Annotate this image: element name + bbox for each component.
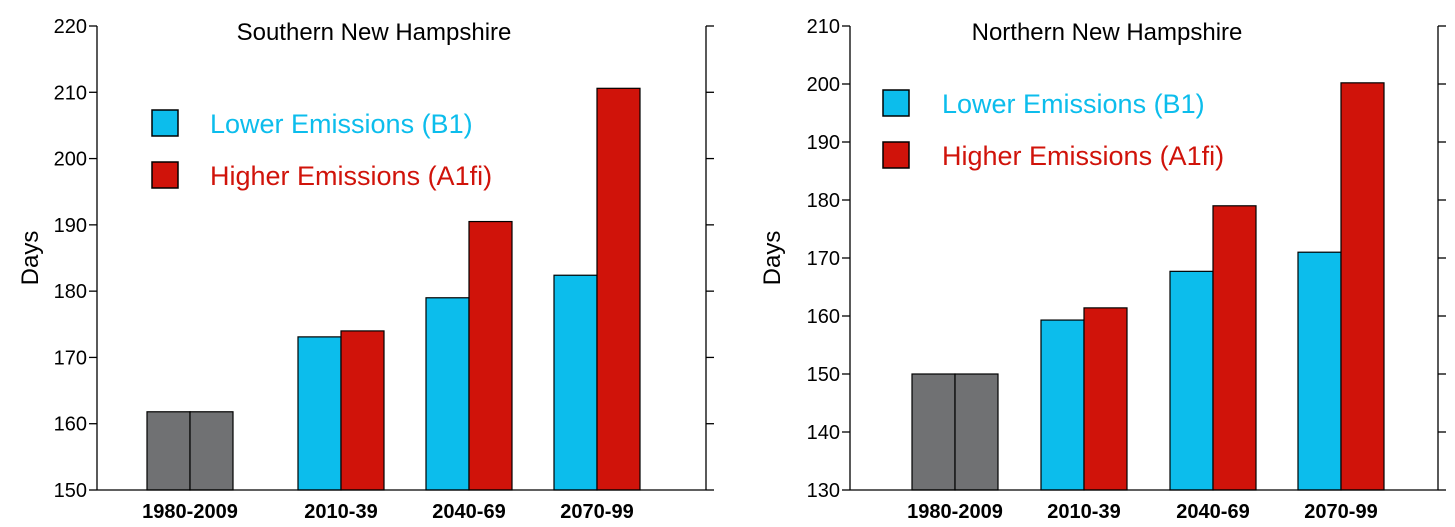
legend-swatch <box>882 89 910 117</box>
y-tick-label: 200 <box>807 74 840 96</box>
category-label: 2040-69 <box>432 501 505 523</box>
bar-higher-1980-2009 <box>954 373 999 491</box>
legend-entry: Lower Emissions (B1) <box>942 89 1205 119</box>
category-label: 1980-2009 <box>907 501 1003 523</box>
y-tick-label: 150 <box>54 480 87 502</box>
category-label: 2010-39 <box>1047 501 1120 523</box>
bar-higher-2040-69 <box>1212 205 1257 491</box>
y-tick-label: 170 <box>54 347 87 369</box>
y-tick-label: 180 <box>807 190 840 212</box>
y-tick-label: 190 <box>807 132 840 154</box>
y-tick-label: 180 <box>54 281 87 303</box>
bar-lower-1980-2009 <box>911 373 956 491</box>
category-label: 2070-99 <box>1304 501 1377 523</box>
bar-lower-2040-69 <box>1169 270 1214 491</box>
category-label: 2070-99 <box>560 501 633 523</box>
y-tick-label: 170 <box>807 248 840 270</box>
y-tick-label: 190 <box>54 215 87 237</box>
category-label: 1980-2009 <box>142 501 238 523</box>
y-tick-label: 150 <box>807 364 840 386</box>
bar-higher-1980-2009 <box>189 411 234 491</box>
y-tick-label: 220 <box>54 16 87 38</box>
y-tick-label: 160 <box>54 414 87 436</box>
bar-higher-2040-69 <box>468 220 513 491</box>
legend-entry: Lower Emissions (B1) <box>210 109 473 139</box>
bar-higher-2010-39 <box>1083 307 1128 491</box>
category-label: 2010-39 <box>304 501 377 523</box>
y-tick-label: 200 <box>54 149 87 171</box>
y-tick-label: 130 <box>807 480 840 502</box>
legend-swatch <box>882 141 910 169</box>
category-label: 2040-69 <box>1176 501 1249 523</box>
y-tick-label: 160 <box>807 306 840 328</box>
y-tick-label: 210 <box>807 16 840 38</box>
y-tick-label: 210 <box>54 82 87 104</box>
legend-entry: Higher Emissions (A1fi) <box>942 141 1224 171</box>
y-tick-label: 140 <box>807 422 840 444</box>
legend-swatch <box>151 161 179 189</box>
chart-title: Northern New Hampshire <box>972 19 1243 46</box>
bar-lower-2010-39 <box>1040 319 1085 491</box>
bar-higher-2070-99 <box>596 87 641 491</box>
y-axis-label: Days <box>759 231 786 286</box>
legend-swatch <box>151 109 179 137</box>
bar-lower-1980-2009 <box>146 411 191 491</box>
chart-title: Southern New Hampshire <box>237 19 512 46</box>
y-axis-label: Days <box>17 231 44 286</box>
bar-higher-2070-99 <box>1340 82 1385 491</box>
bar-lower-2010-39 <box>297 336 342 491</box>
bar-lower-2040-69 <box>425 297 470 491</box>
bar-lower-2070-99 <box>553 274 598 491</box>
bar-higher-2010-39 <box>340 330 385 491</box>
legend-entry: Higher Emissions (A1fi) <box>210 161 492 191</box>
bar-lower-2070-99 <box>1297 251 1342 491</box>
